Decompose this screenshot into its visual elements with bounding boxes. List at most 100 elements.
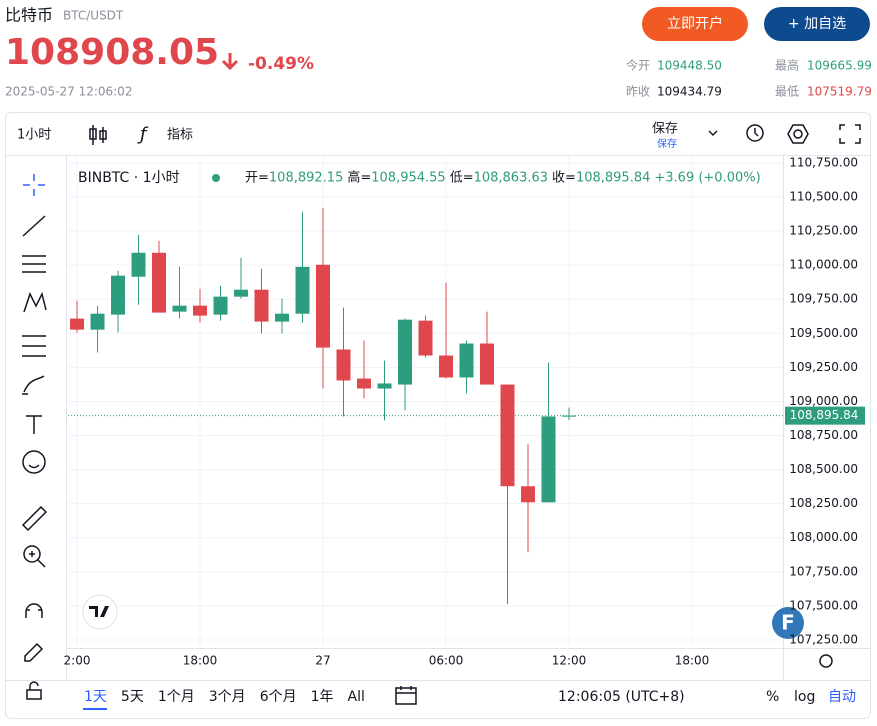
open-account-button[interactable] bbox=[642, 7, 748, 41]
legend-change: +3.69 (+0.00%) bbox=[654, 171, 760, 186]
y-tick-label: 110,250.00 bbox=[789, 224, 858, 238]
candle-icon[interactable] bbox=[89, 125, 107, 145]
y-tick-label: 110,000.00 bbox=[789, 258, 858, 272]
range-button[interactable]: 3个月 bbox=[209, 689, 246, 705]
down-arrow bbox=[221, 53, 239, 71]
y-tick-label: 110,750.00 bbox=[789, 155, 858, 169]
legend-symbol: BINBTC · 1小时 bbox=[78, 170, 180, 186]
range-button[interactable]: 1年 bbox=[311, 689, 334, 705]
candle-body bbox=[459, 343, 474, 378]
candle-body bbox=[438, 355, 453, 378]
candle-body bbox=[479, 343, 494, 385]
legend-label: 低= bbox=[450, 171, 474, 186]
axis-settings[interactable] bbox=[819, 654, 833, 668]
y-tick-label: 109,500.00 bbox=[789, 326, 858, 340]
timestamp: 2025-05-27 12:06:02 bbox=[5, 85, 132, 99]
stat-label: 最低 bbox=[775, 85, 799, 99]
range-button[interactable]: 1天 bbox=[84, 689, 107, 705]
save-status: 保存 bbox=[657, 137, 677, 150]
y-tick-label: 107,250.00 bbox=[789, 632, 858, 646]
legend-label: 开= bbox=[245, 171, 269, 186]
candle-body bbox=[520, 486, 535, 503]
candle-body bbox=[131, 252, 146, 277]
chart-frame bbox=[5, 112, 871, 719]
date-range-icon[interactable] bbox=[395, 686, 417, 705]
y-tick-label: 107,500.00 bbox=[789, 598, 858, 612]
interval[interactable]: 1小时 bbox=[17, 128, 51, 143]
candle-body bbox=[316, 264, 331, 348]
x-tick-label: 2:00 bbox=[64, 654, 91, 668]
stat-label: 昨收 bbox=[626, 85, 650, 99]
stat-label: 最高 bbox=[775, 58, 799, 73]
range-button[interactable]: 6个月 bbox=[260, 689, 297, 705]
stat-value: 107519.79 bbox=[807, 85, 872, 99]
change: -0.49% bbox=[248, 54, 314, 74]
button-label[interactable]: 立即开户 bbox=[667, 15, 723, 32]
scale-option[interactable]: log bbox=[794, 689, 815, 705]
candle-body bbox=[254, 289, 269, 322]
scale-option[interactable]: % bbox=[766, 689, 779, 705]
x-tick-label: 18:00 bbox=[675, 654, 710, 668]
candle-body bbox=[418, 320, 433, 356]
symbol: BTC/USDT bbox=[63, 9, 124, 23]
candle-body bbox=[357, 378, 372, 389]
legend-label: 高= bbox=[347, 170, 371, 186]
candle-body bbox=[275, 313, 290, 322]
x-tick-label: 27 bbox=[315, 654, 330, 668]
last-price-label: 108,895.84 bbox=[790, 408, 859, 422]
x-tick-label: 06:00 bbox=[429, 654, 464, 668]
y-tick-label: 108,750.00 bbox=[789, 428, 858, 442]
title: 比特币 bbox=[5, 6, 53, 25]
clock: 12:06:05 (UTC+8) bbox=[558, 689, 685, 705]
y-tick-label: 109,250.00 bbox=[789, 360, 858, 374]
scale-option[interactable]: 自动 bbox=[828, 689, 856, 705]
legend-value: 108,863.63 bbox=[474, 171, 548, 186]
watchlist-button[interactable] bbox=[764, 7, 870, 41]
tv-logo bbox=[82, 594, 118, 630]
y-tick-label: 110,500.00 bbox=[789, 190, 858, 204]
candle-body bbox=[377, 383, 392, 389]
range-button[interactable]: All bbox=[348, 689, 365, 705]
badge-label[interactable]: F bbox=[781, 611, 795, 635]
fx-icon[interactable]: ƒ bbox=[137, 124, 149, 145]
candle-body bbox=[336, 349, 351, 381]
legend-value: 108,954.55 bbox=[371, 171, 445, 186]
settings-icon[interactable] bbox=[787, 124, 809, 144]
y-tick-label: 109,750.00 bbox=[789, 292, 858, 306]
candle-body bbox=[561, 415, 576, 417]
drawing-tools[interactable] bbox=[21, 174, 48, 700]
stat-value: 109665.99 bbox=[807, 59, 872, 73]
stat-label: 今开 bbox=[626, 58, 650, 73]
range-button[interactable]: 5天 bbox=[121, 689, 144, 705]
candle-body bbox=[541, 416, 556, 503]
x-tick-label: 12:00 bbox=[552, 654, 587, 668]
y-tick-label: 108,250.00 bbox=[789, 496, 858, 510]
legend-label: 收= bbox=[552, 171, 576, 186]
save[interactable]: 保存 bbox=[652, 122, 678, 137]
fullscreen-icon[interactable] bbox=[839, 124, 861, 144]
candle-body bbox=[90, 313, 105, 330]
legend-value: 108,892.15 bbox=[269, 171, 343, 186]
candle-body bbox=[500, 384, 515, 487]
badge[interactable] bbox=[772, 607, 804, 639]
dropdown[interactable] bbox=[708, 130, 718, 137]
candle-body bbox=[193, 305, 208, 316]
x-tick-label: 18:00 bbox=[183, 654, 218, 668]
price: 108908.05 bbox=[5, 32, 219, 73]
alert-icon[interactable] bbox=[746, 124, 764, 142]
stat-value: 109448.50 bbox=[657, 59, 722, 73]
candle-body bbox=[234, 289, 249, 297]
candle-body bbox=[111, 275, 126, 315]
y-tick-label: 109,000.00 bbox=[789, 394, 858, 408]
candle-body bbox=[152, 252, 167, 313]
y-tick-label: 108,500.00 bbox=[789, 462, 858, 476]
candle-body bbox=[70, 318, 85, 330]
y-tick-label: 107,750.00 bbox=[789, 564, 858, 578]
candle-body bbox=[213, 296, 228, 315]
legend-value: 108,895.84 bbox=[576, 171, 650, 186]
button-label[interactable]: + 加自选 bbox=[788, 16, 846, 32]
stat-value: 109434.79 bbox=[657, 85, 722, 99]
range-button[interactable]: 1个月 bbox=[158, 689, 195, 705]
indicators[interactable]: 指标 bbox=[167, 128, 193, 143]
